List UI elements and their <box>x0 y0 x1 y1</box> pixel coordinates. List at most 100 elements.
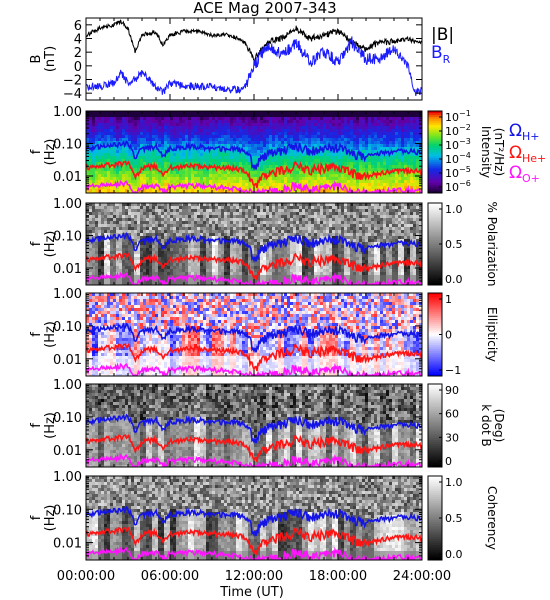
colorbar-tick-label: 90 <box>445 384 459 397</box>
y-tick-label: 0.01 <box>53 444 82 459</box>
gyrofrequency-line-He+ <box>86 343 422 372</box>
colorbar-tick-label: 10−2 <box>445 123 471 138</box>
colorbar-label: % Polarization <box>485 202 499 287</box>
gyrofrequency-line-He+ <box>86 160 422 189</box>
x-tick-label: 00:00:00 <box>57 569 115 584</box>
colorbar-tick-label: 10−4 <box>445 151 471 166</box>
colorbar-tick-label: 1.0 <box>445 476 463 489</box>
x-tick-label: 24:00:00 <box>393 569 451 584</box>
colorbar-tick-label: 30 <box>445 431 459 444</box>
y-tick-label: 1.00 <box>53 287 82 302</box>
colorbar-label: (nT²/Hz) <box>492 128 506 176</box>
colorbar-tick-label: 1 <box>445 293 452 306</box>
y-tick-label: 2 <box>74 46 82 61</box>
figure-title: ACE Mag 2007-343 <box>193 0 336 17</box>
x-tick-label: 12:00:00 <box>225 569 283 584</box>
gyrofrequency-legend-O+: ΩO+ <box>509 163 540 185</box>
x-tick-label: 18:00:00 <box>309 569 367 584</box>
gyrofrequency-legend-H+: ΩH+ <box>509 121 540 143</box>
colorbar-tick-label: 0.5 <box>445 238 463 251</box>
colorbar-tick-label: 60 <box>445 408 459 421</box>
panel-frame <box>85 292 423 377</box>
series-B_R <box>86 36 422 96</box>
y-tick-label: 6 <box>74 19 82 34</box>
line-plot-b <box>86 19 422 96</box>
y-axis-unit: (nT) <box>43 46 58 72</box>
x-axis-label: Time (UT) <box>219 585 284 600</box>
spectrogram-ellipticity <box>86 293 422 376</box>
y-tick-label: 0.10 <box>53 503 82 518</box>
y-tick-label: 0.10 <box>53 411 82 426</box>
x-axis: Time (UT) 00:00:00 06:00:00 12:00:00 18:00:… <box>57 569 451 600</box>
y-axis-label: f <box>29 241 44 246</box>
spectrogram-intensity <box>86 111 422 193</box>
colorbar-tick-label: 10−5 <box>445 165 471 180</box>
y-tick-label: 0.01 <box>53 537 82 552</box>
y-tick-label: 4 <box>74 33 82 48</box>
colorbar-tick-label: 0 <box>445 455 452 468</box>
panel-frame <box>85 202 423 286</box>
y-tick-label: 0 <box>74 60 82 75</box>
panel-frame <box>85 17 423 101</box>
colorbar-label: Coherency <box>485 486 499 550</box>
y-tick-label: 1.00 <box>53 105 82 120</box>
gyrofrequency-line-H+ <box>86 505 422 538</box>
y-axis-unit: (Hz) <box>43 321 58 348</box>
legend: |B|BR <box>431 25 454 66</box>
y-axis-label: f <box>29 149 44 154</box>
colorbar-tick-label: 0.5 <box>445 512 463 525</box>
panel-frame <box>85 110 423 194</box>
gyrofrequency-line-H+ <box>86 232 422 263</box>
panel-k-dot-b: f (Hz) 1.00 0.10 0.01 90 60 30 0 k dot B (Deg) <box>29 378 506 468</box>
y-axis-label: f <box>29 332 44 337</box>
gyrofrequency-line-H+ <box>86 322 422 354</box>
gyrofrequency-line-H+ <box>86 413 422 445</box>
y-tick-label: 0.10 <box>53 138 82 153</box>
y-tick-label: 0.10 <box>53 230 82 245</box>
panel-frame <box>85 383 423 468</box>
y-axis-unit: (Hz) <box>43 412 58 439</box>
colorbar-polarization: 1.0 0.5 0.0 % Polarization <box>427 202 499 287</box>
series-|B| <box>86 19 422 63</box>
colorbar-tick-label: 10−3 <box>445 137 471 152</box>
colorbar-label: Ellipticity <box>485 307 499 362</box>
y-axis-label: B <box>29 55 44 64</box>
y-tick-label: −4 <box>63 87 82 102</box>
panel-frame <box>85 475 423 561</box>
colorbar-tick-label: 1.0 <box>445 203 463 216</box>
y-axis-unit: (Hz) <box>43 231 58 258</box>
y-axis-unit: (Hz) <box>43 139 58 166</box>
legend-entry: |B| <box>431 25 454 45</box>
y-axis-label: f <box>29 423 44 428</box>
y-tick-label: 1.00 <box>53 470 82 485</box>
colorbar-label: (Deg) <box>492 409 506 443</box>
legend-entry: BR <box>431 43 451 66</box>
colorbar-tick-label: 10−6 <box>445 179 471 194</box>
gyrofrequency-line-H+ <box>86 140 422 171</box>
colorbar-tick-label: 0 <box>445 329 452 342</box>
x-tick-label: 06:00:00 <box>141 569 199 584</box>
colorbar-tick-label: 10−1 <box>445 109 471 124</box>
colorbar-label: Intensity <box>479 126 493 178</box>
y-tick-label: 1.00 <box>53 197 82 212</box>
y-tick-label: 1.00 <box>53 378 82 393</box>
colorbar-label: k dot B <box>479 404 493 446</box>
gyrofrequency-line-He+ <box>86 526 422 556</box>
colorbar-tick-label: 0.0 <box>445 273 463 286</box>
y-tick-label: 0.01 <box>53 353 82 368</box>
colorbar-tick-label: −1 <box>445 364 461 377</box>
y-tick-label: 0.01 <box>53 170 82 185</box>
colorbar-k-dot-b: 90 60 30 0 k dot B (Deg) <box>427 383 506 468</box>
colorbar-ellipticity: 1 0 −1 Ellipticity <box>427 292 499 377</box>
gyrofrequency-line-He+ <box>86 434 422 463</box>
panel-coherency: f (Hz) 1.00 0.10 0.01 1.0 0.5 0.0 Coherency <box>29 470 499 561</box>
panel-intensity: f (Hz) 1.00 0.10 0.01 10−110−210−310−410−510−… <box>29 105 546 194</box>
y-tick-label: 0.10 <box>53 320 82 335</box>
y-axis-unit: (Hz) <box>43 505 58 532</box>
panel-ellipticity: f (Hz) 1.00 0.10 0.01 1 0 −1 Ellipticity <box>29 287 499 377</box>
gyrofrequency-line-He+ <box>86 252 422 281</box>
colorbar-coherency: 1.0 0.5 0.0 Coherency <box>427 475 499 561</box>
panel-polarization: f (Hz) 1.00 0.10 0.01 1.0 0.5 0.0 % Polarization <box>29 197 499 287</box>
